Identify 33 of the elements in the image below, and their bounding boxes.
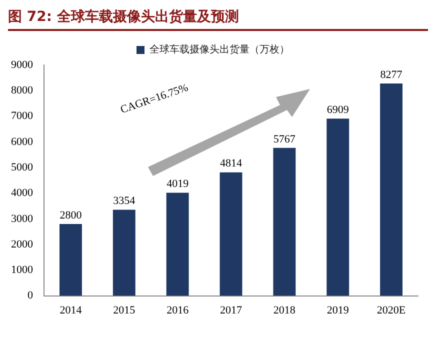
bar (112, 210, 136, 296)
data-label: 4814 (220, 158, 242, 170)
bar (380, 84, 403, 296)
y-tick-label: 6000 (11, 136, 34, 148)
y-tick-label: 4000 (11, 187, 34, 200)
data-label: 3354 (113, 195, 136, 208)
legend-label: 全球车载摄像头出货量（万枚） (150, 44, 290, 56)
y-tick-label: 0 (28, 290, 34, 302)
y-tick-label: 8000 (11, 84, 34, 97)
bar (273, 148, 296, 296)
x-tick-label: 2016 (166, 304, 190, 316)
y-tick-label: 2000 (11, 238, 34, 250)
bar (220, 172, 242, 296)
x-tick-label: 2018 (273, 304, 296, 316)
y-tick-label: 1000 (11, 264, 34, 276)
data-label: 4019 (166, 178, 190, 190)
bar (59, 224, 82, 296)
y-tick-label: 5000 (11, 161, 34, 174)
chart-title: 图 72: 全球车载摄像头出货量及预测 (8, 8, 428, 31)
x-tick-label: 2019 (326, 304, 350, 316)
data-label: 6909 (326, 104, 350, 116)
data-label: 5767 (273, 133, 296, 146)
x-tick-label: 2014 (60, 304, 82, 316)
y-tick-label: 3000 (11, 212, 34, 225)
y-tick-label: 7000 (11, 110, 34, 122)
x-tick-label: 2017 (220, 304, 242, 316)
data-label: 8277 (380, 68, 403, 81)
bar (326, 118, 350, 296)
bar (166, 192, 189, 296)
y-tick-label: 9000 (11, 58, 34, 71)
data-label: 2800 (60, 209, 82, 222)
x-tick-label: 2020E (376, 304, 406, 316)
x-tick-label: 2015 (113, 304, 136, 316)
